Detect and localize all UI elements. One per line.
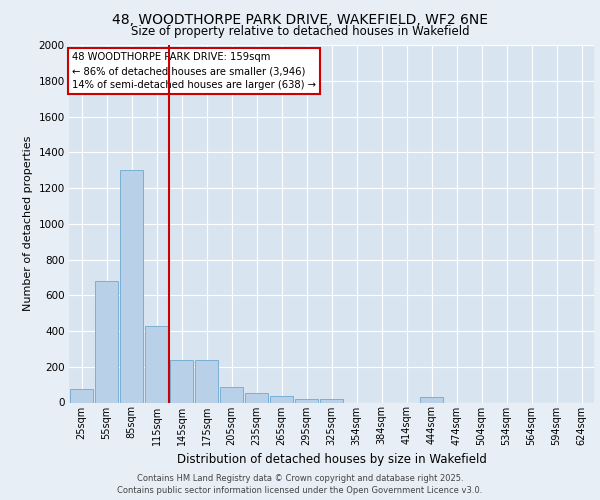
Text: 48 WOODTHORPE PARK DRIVE: 159sqm
← 86% of detached houses are smaller (3,946)
14: 48 WOODTHORPE PARK DRIVE: 159sqm ← 86% o… [71,52,316,90]
Bar [195,360,218,403]
Bar [145,326,168,402]
Text: Contains HM Land Registry data © Crown copyright and database right 2025.
Contai: Contains HM Land Registry data © Crown c… [118,474,482,495]
Bar [295,399,318,402]
Bar [170,360,193,403]
X-axis label: Distribution of detached houses by size in Wakefield: Distribution of detached houses by size … [176,453,487,466]
Text: 48, WOODTHORPE PARK DRIVE, WAKEFIELD, WF2 6NE: 48, WOODTHORPE PARK DRIVE, WAKEFIELD, WF… [112,12,488,26]
Bar [95,281,118,402]
Text: Size of property relative to detached houses in Wakefield: Size of property relative to detached ho… [131,25,469,38]
Bar [270,396,293,402]
Bar [320,399,343,402]
Bar [220,388,243,402]
Bar [120,170,143,402]
Bar [70,389,93,402]
Bar [420,397,443,402]
Y-axis label: Number of detached properties: Number of detached properties [23,136,33,312]
Bar [245,392,268,402]
